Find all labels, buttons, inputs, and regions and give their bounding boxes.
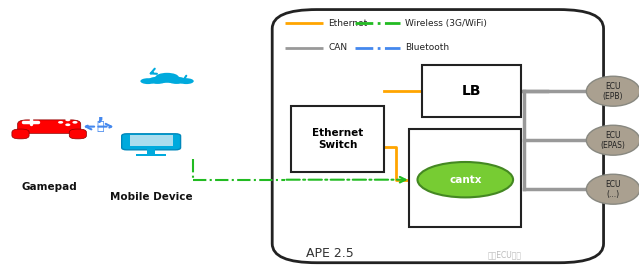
Text: 𝔅: 𝔅: [97, 120, 104, 133]
FancyBboxPatch shape: [12, 129, 29, 139]
Ellipse shape: [586, 76, 640, 106]
Ellipse shape: [586, 125, 640, 155]
FancyBboxPatch shape: [272, 10, 604, 263]
Ellipse shape: [148, 77, 167, 84]
Ellipse shape: [140, 78, 156, 84]
Ellipse shape: [168, 77, 186, 84]
Ellipse shape: [65, 123, 70, 126]
Text: Gamepad: Gamepad: [21, 182, 77, 191]
Text: CAN: CAN: [328, 43, 348, 52]
FancyBboxPatch shape: [130, 135, 173, 146]
Bar: [409, 129, 521, 227]
Text: ECU
(...): ECU (...): [605, 180, 621, 199]
FancyBboxPatch shape: [18, 120, 81, 133]
FancyBboxPatch shape: [69, 129, 86, 139]
Ellipse shape: [156, 73, 179, 82]
Text: Ethernet: Ethernet: [328, 19, 367, 28]
FancyBboxPatch shape: [144, 79, 190, 83]
Ellipse shape: [417, 162, 513, 197]
Text: Mobile Device: Mobile Device: [110, 192, 193, 202]
Bar: [136, 154, 166, 156]
Bar: [291, 106, 384, 172]
Text: 汽车ECU开发: 汽车ECU开发: [488, 251, 522, 260]
Text: cantx: cantx: [449, 175, 481, 185]
Text: Wireless (3G/WiFi): Wireless (3G/WiFi): [404, 19, 486, 28]
Text: APE 2.5: APE 2.5: [306, 247, 354, 260]
FancyBboxPatch shape: [122, 134, 180, 150]
Text: ECU
(EPB): ECU (EPB): [603, 81, 623, 101]
Text: ʼ: ʼ: [97, 116, 104, 135]
Text: Bluetooth: Bluetooth: [404, 43, 449, 52]
Ellipse shape: [58, 121, 63, 124]
Ellipse shape: [179, 78, 194, 84]
Text: LB: LB: [461, 84, 481, 98]
Ellipse shape: [65, 119, 70, 121]
Text: ECU
(EPAS): ECU (EPAS): [601, 131, 625, 150]
Ellipse shape: [586, 174, 640, 204]
Text: Ethernet
Switch: Ethernet Switch: [312, 128, 363, 150]
Bar: [147, 149, 155, 155]
Ellipse shape: [72, 121, 77, 124]
Bar: [422, 65, 521, 117]
